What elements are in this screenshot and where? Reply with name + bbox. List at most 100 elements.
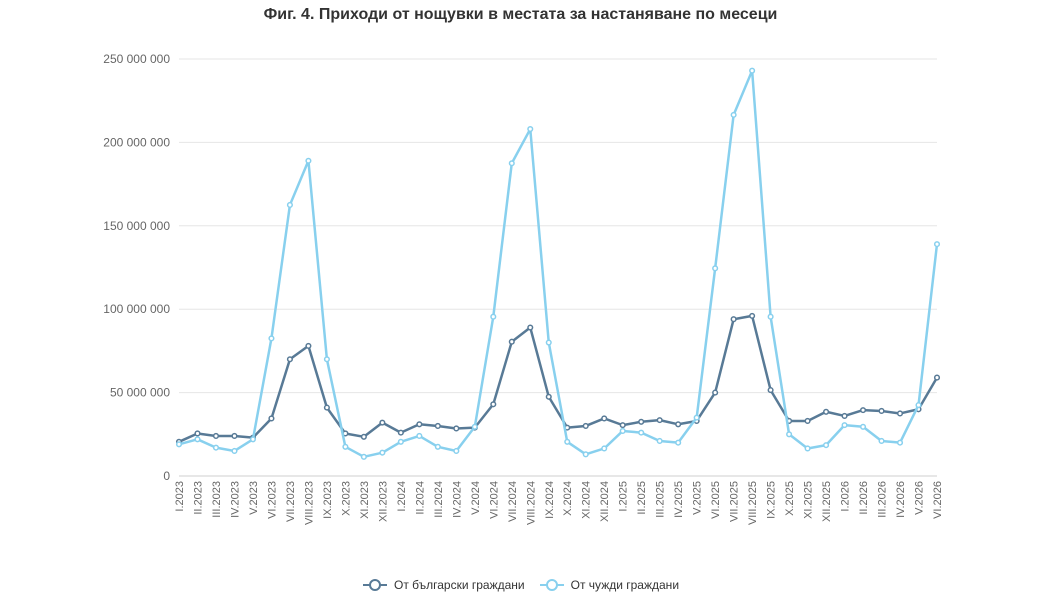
data-point-bulgarian — [582, 422, 589, 430]
data-point-foreign — [878, 437, 885, 445]
data-point-foreign — [896, 439, 904, 446]
data-point-bulgarian — [212, 432, 220, 440]
data-point-foreign — [915, 402, 922, 409]
data-point-bulgarian — [416, 421, 423, 428]
x-tick-label: I.2026 — [840, 481, 852, 512]
x-tick-label: II.2026 — [858, 481, 870, 515]
data-point-foreign — [416, 432, 423, 440]
data-point-bulgarian — [379, 419, 386, 426]
x-tick-label: II.2024 — [414, 481, 426, 515]
data-point-foreign — [268, 335, 275, 342]
x-tick-label: IX.2023 — [322, 481, 334, 519]
x-tick-label: VII.2025 — [729, 481, 741, 522]
data-point-foreign — [656, 437, 663, 445]
data-point-foreign — [249, 436, 257, 443]
x-tick-label: III.2025 — [655, 481, 667, 518]
x-tick-label: X.2023 — [340, 481, 352, 516]
x-tick-label: II.2025 — [636, 481, 648, 515]
data-point-foreign — [434, 443, 441, 450]
x-tick-label: XII.2025 — [821, 481, 833, 522]
data-point-foreign — [323, 356, 330, 363]
x-tick-label: VIII.2024 — [525, 481, 537, 525]
y-tick-label: 100 000 000 — [103, 302, 170, 316]
data-point-foreign — [490, 313, 497, 320]
x-tick-label: II.2023 — [192, 481, 204, 515]
legend-item-bulgarian[interactable]: От български граждани — [362, 578, 525, 592]
x-tick-label: V.2025 — [692, 481, 704, 515]
data-point-bulgarian — [804, 417, 811, 425]
series-line-foreign — [178, 69, 939, 459]
data-point-bulgarian — [508, 338, 515, 345]
data-point-foreign — [194, 436, 201, 443]
data-point-bulgarian — [749, 312, 756, 319]
data-point-foreign — [693, 414, 700, 421]
legend: От български граждани От чужди граждани — [0, 578, 1041, 592]
data-point-bulgarian — [712, 389, 719, 396]
x-tick-label: IV.2024 — [451, 481, 463, 518]
data-point-foreign — [601, 445, 608, 452]
series-line-bulgarian — [178, 314, 939, 443]
data-point-foreign — [767, 313, 774, 320]
data-point-bulgarian — [545, 393, 552, 400]
data-point-foreign — [379, 449, 386, 456]
data-point-foreign — [730, 111, 737, 118]
y-tick-label: 50 000 000 — [110, 386, 170, 400]
x-tick-label: V.2024 — [470, 481, 482, 515]
legend-marker-foreign — [539, 579, 564, 591]
data-point-foreign — [823, 442, 830, 449]
x-tick-label: X.2025 — [784, 481, 796, 516]
y-tick-label: 200 000 000 — [103, 135, 170, 149]
legend-label-bulgarian: От български граждани — [393, 578, 525, 592]
data-point-bulgarian — [194, 430, 201, 437]
data-point-bulgarian — [268, 415, 275, 422]
data-point-bulgarian — [434, 422, 441, 430]
legend-item-foreign[interactable]: От чужди граждани — [539, 578, 679, 592]
data-point-foreign — [212, 444, 220, 451]
legend-marker-bulgarian — [362, 579, 387, 591]
x-tick-label: III.2023 — [211, 481, 223, 518]
x-tick-label: VI.2024 — [488, 481, 500, 519]
x-tick-label: XII.2024 — [599, 481, 611, 522]
x-tick-label: VIII.2023 — [303, 481, 315, 525]
data-point-bulgarian — [397, 429, 404, 436]
data-point-foreign — [175, 441, 183, 448]
data-point-foreign — [527, 126, 534, 133]
x-tick-label: V.2026 — [914, 481, 926, 515]
data-point-bulgarian — [231, 432, 238, 440]
data-point-bulgarian — [305, 342, 312, 349]
x-tick-label: VI.2025 — [710, 481, 722, 519]
x-tick-label: IX.2024 — [544, 481, 556, 519]
data-point-foreign — [619, 427, 626, 435]
x-tick-label: I.2025 — [618, 481, 630, 512]
x-tick-label: XI.2024 — [581, 481, 593, 519]
data-point-foreign — [286, 201, 293, 208]
x-tick-label: IV.2025 — [673, 481, 685, 518]
x-tick-label: XI.2025 — [803, 481, 815, 519]
data-point-foreign — [582, 451, 589, 458]
y-tick-label: 150 000 000 — [103, 219, 170, 233]
chart-title: Фиг. 4. Приходи от нощувки в местата за … — [263, 6, 778, 23]
data-point-bulgarian — [619, 422, 626, 429]
x-tick-label: XI.2023 — [359, 481, 371, 519]
data-point-bulgarian — [286, 356, 293, 363]
data-point-foreign — [638, 429, 645, 436]
data-point-bulgarian — [601, 415, 608, 422]
x-tick-label: V.2023 — [248, 481, 260, 515]
data-point-foreign — [397, 438, 404, 445]
data-point-bulgarian — [490, 401, 497, 408]
data-point-foreign — [786, 431, 793, 438]
x-tick-label: X.2024 — [562, 481, 574, 516]
x-tick-label: IV.2023 — [229, 481, 241, 518]
data-point-bulgarian — [933, 374, 941, 381]
data-point-foreign — [675, 439, 682, 446]
data-point-foreign — [471, 423, 478, 430]
data-point-foreign — [360, 453, 367, 460]
x-tick-label: VI.2023 — [266, 481, 278, 519]
data-point-bulgarian — [656, 417, 663, 424]
data-point-bulgarian — [823, 408, 830, 415]
data-point-foreign — [749, 67, 756, 74]
x-tick-label: VII.2024 — [507, 481, 519, 522]
x-tick-label: VIII.2025 — [747, 481, 759, 525]
data-point-foreign — [508, 160, 515, 167]
